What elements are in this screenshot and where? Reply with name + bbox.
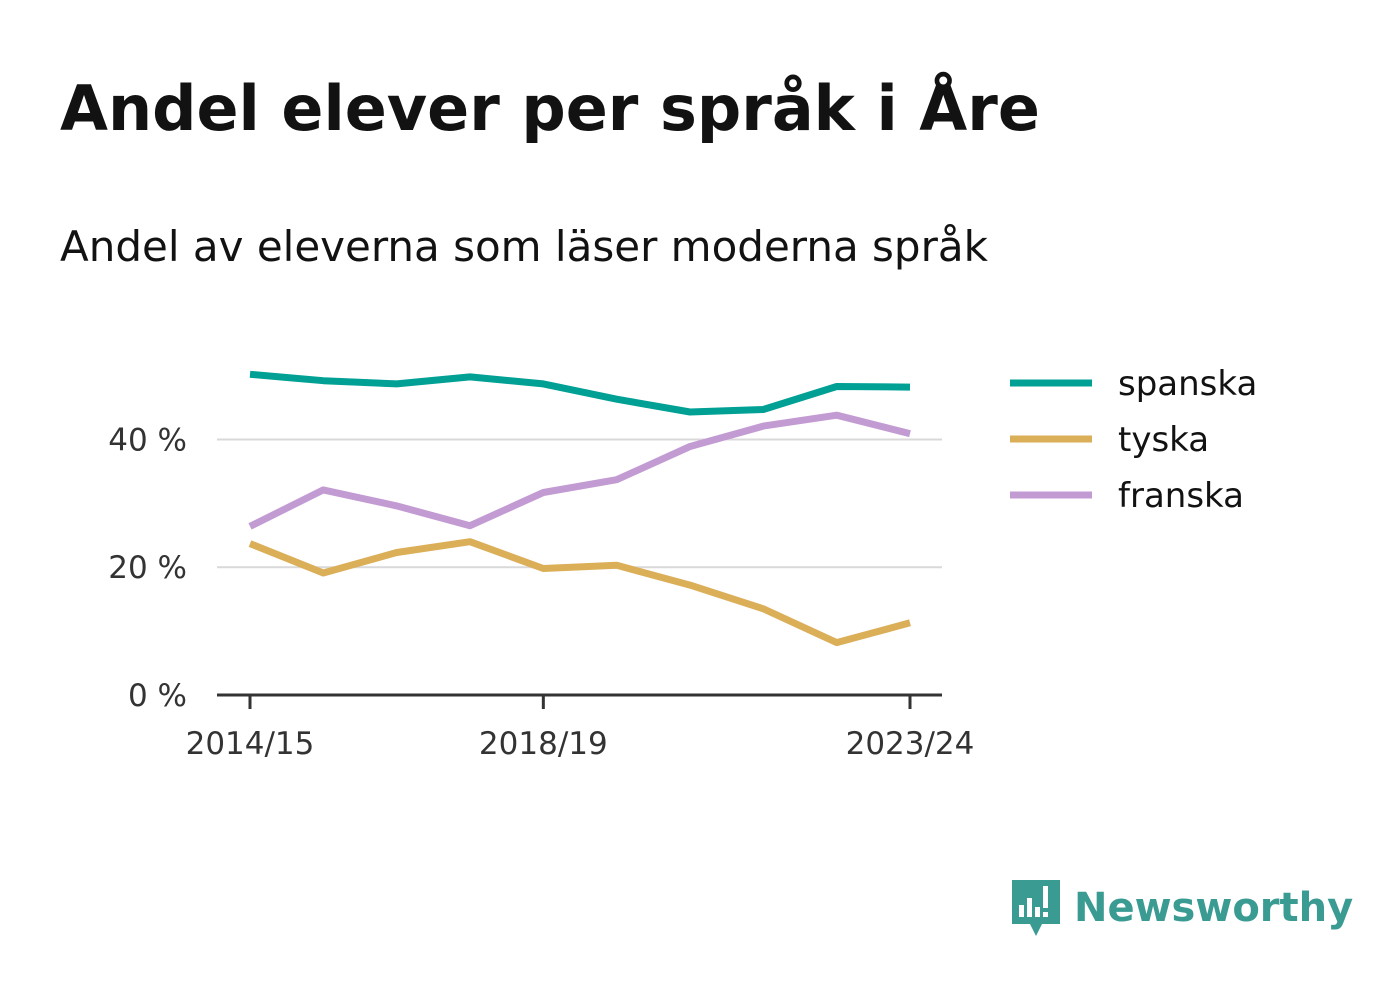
x-tick-label: 2018/19	[479, 726, 608, 762]
y-tick-label: 20 %	[108, 550, 187, 586]
series-line-tyska	[248, 538, 911, 647]
grid-lines	[217, 438, 942, 569]
brand-name: Newsworthy	[1074, 885, 1354, 931]
y-tick-label: 40 %	[108, 422, 187, 458]
y-tick-label: 0 %	[128, 678, 187, 714]
chart-subtitle: Andel av eleverna som läser moderna språ…	[60, 222, 988, 271]
legend: spanska tyska franska	[1010, 364, 1257, 516]
legend-label-spanska: spanska	[1118, 364, 1257, 404]
series-line-franska	[248, 411, 911, 530]
x-axis-ticks: 2014/15 2018/19 2023/24	[186, 695, 975, 762]
x-tick-label: 2014/15	[186, 726, 315, 762]
newsworthy-logo-icon	[1012, 880, 1060, 936]
legend-label-franska: franska	[1118, 476, 1244, 516]
series-lines	[248, 370, 911, 647]
chart-title: Andel elever per språk i Åre	[60, 72, 1040, 145]
x-tick-label: 2023/24	[846, 726, 975, 762]
newsworthy-logo: Newsworthy	[1010, 878, 1353, 938]
series-line-spanska	[249, 370, 911, 416]
y-axis-ticks: 0 % 20 % 40 %	[108, 422, 187, 714]
legend-label-tyska: tyska	[1118, 420, 1209, 460]
